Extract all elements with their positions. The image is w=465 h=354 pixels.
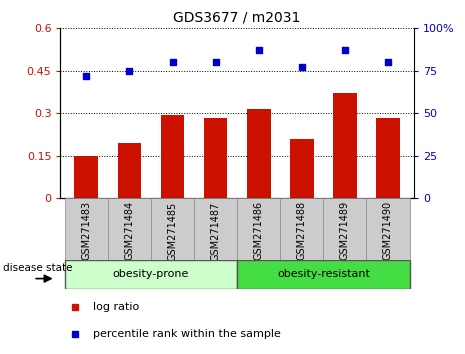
Text: GSM271484: GSM271484 bbox=[125, 201, 134, 261]
Bar bbox=[160, 115, 184, 198]
Bar bbox=[280, 198, 323, 260]
Bar bbox=[74, 156, 98, 198]
Bar bbox=[65, 260, 237, 289]
Point bbox=[126, 68, 133, 74]
Point bbox=[83, 73, 90, 79]
Point bbox=[212, 59, 219, 65]
Bar bbox=[194, 198, 237, 260]
Bar bbox=[333, 93, 357, 198]
Bar bbox=[65, 198, 108, 260]
Bar bbox=[118, 143, 141, 198]
Title: GDS3677 / m2031: GDS3677 / m2031 bbox=[173, 10, 301, 24]
Bar bbox=[247, 109, 271, 198]
Bar bbox=[237, 260, 410, 289]
Text: disease state: disease state bbox=[3, 263, 73, 273]
Text: GSM271489: GSM271489 bbox=[340, 201, 350, 261]
Text: GSM271490: GSM271490 bbox=[383, 201, 393, 261]
Bar bbox=[376, 118, 400, 198]
Bar bbox=[204, 118, 227, 198]
Bar bbox=[290, 139, 314, 198]
Bar bbox=[237, 198, 280, 260]
Text: obesity-prone: obesity-prone bbox=[113, 269, 189, 279]
Text: GSM271487: GSM271487 bbox=[211, 201, 220, 261]
Text: log ratio: log ratio bbox=[93, 302, 140, 312]
Point bbox=[341, 47, 349, 53]
Point bbox=[169, 59, 176, 65]
Bar bbox=[323, 198, 366, 260]
Text: GSM271485: GSM271485 bbox=[167, 201, 178, 261]
Text: percentile rank within the sample: percentile rank within the sample bbox=[93, 329, 281, 339]
Bar bbox=[108, 198, 151, 260]
Text: GSM271488: GSM271488 bbox=[297, 201, 307, 261]
Text: GSM271483: GSM271483 bbox=[81, 201, 91, 261]
Bar bbox=[151, 198, 194, 260]
Bar bbox=[366, 198, 410, 260]
Point bbox=[298, 64, 306, 70]
Text: GSM271486: GSM271486 bbox=[254, 201, 264, 261]
Point bbox=[384, 59, 392, 65]
Text: obesity-resistant: obesity-resistant bbox=[277, 269, 370, 279]
Point bbox=[255, 47, 262, 53]
